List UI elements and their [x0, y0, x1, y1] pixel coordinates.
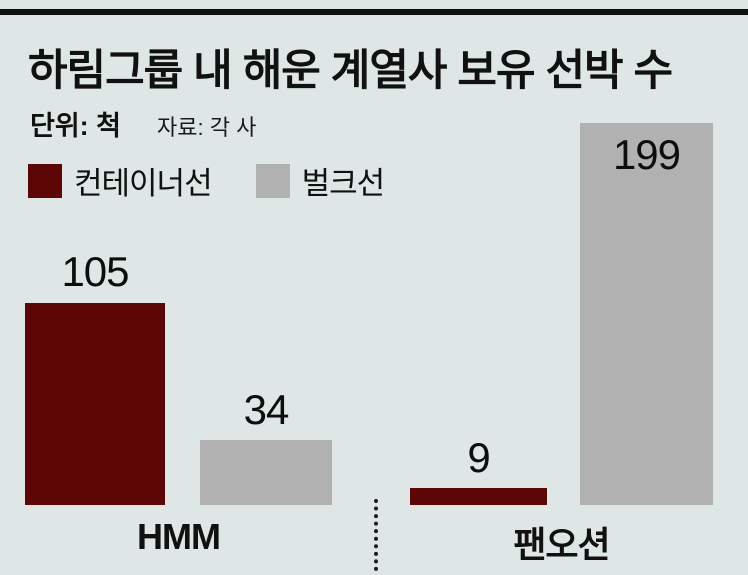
- category-label-hmm: HMM: [137, 516, 221, 557]
- value-label-panocean-bulk: 199: [612, 131, 681, 178]
- value-label-panocean-container: 9: [467, 434, 490, 481]
- bar-hmm-bulk-ships: [200, 440, 332, 505]
- bar-panocean-bulk-ships: [580, 123, 713, 505]
- bar-hmm-container-ships: [25, 303, 165, 505]
- unit-label: 단위: 척: [30, 111, 122, 141]
- legend: 컨테이너선 벌크선: [28, 158, 386, 203]
- legend-label-container-ship: 컨테이너선: [74, 166, 213, 201]
- category-label-panocean: 팬오션: [513, 524, 610, 565]
- chart-title: 하림그룹 내 해운 계열사 보유 선박 수: [28, 47, 673, 95]
- source-label: 자료: 각 사: [157, 115, 257, 140]
- value-label-hmm-container: 105: [61, 248, 129, 295]
- legend-item-container-ship: 컨테이너선: [28, 158, 213, 203]
- legend-swatch-container-ship: [28, 163, 62, 198]
- legend-swatch-bulk-ship: [255, 163, 290, 198]
- value-label-hmm-bulk: 34: [243, 386, 290, 433]
- top-rule: [0, 9, 748, 15]
- group-divider-dotted-line: [374, 499, 378, 571]
- bar-panocean-container-ships: [410, 488, 547, 505]
- legend-item-bulk-ship: 벌크선: [255, 158, 386, 203]
- legend-label-bulk-ship: 벌크선: [301, 166, 386, 201]
- meta-row: 단위: 척 자료: 각 사: [30, 104, 256, 143]
